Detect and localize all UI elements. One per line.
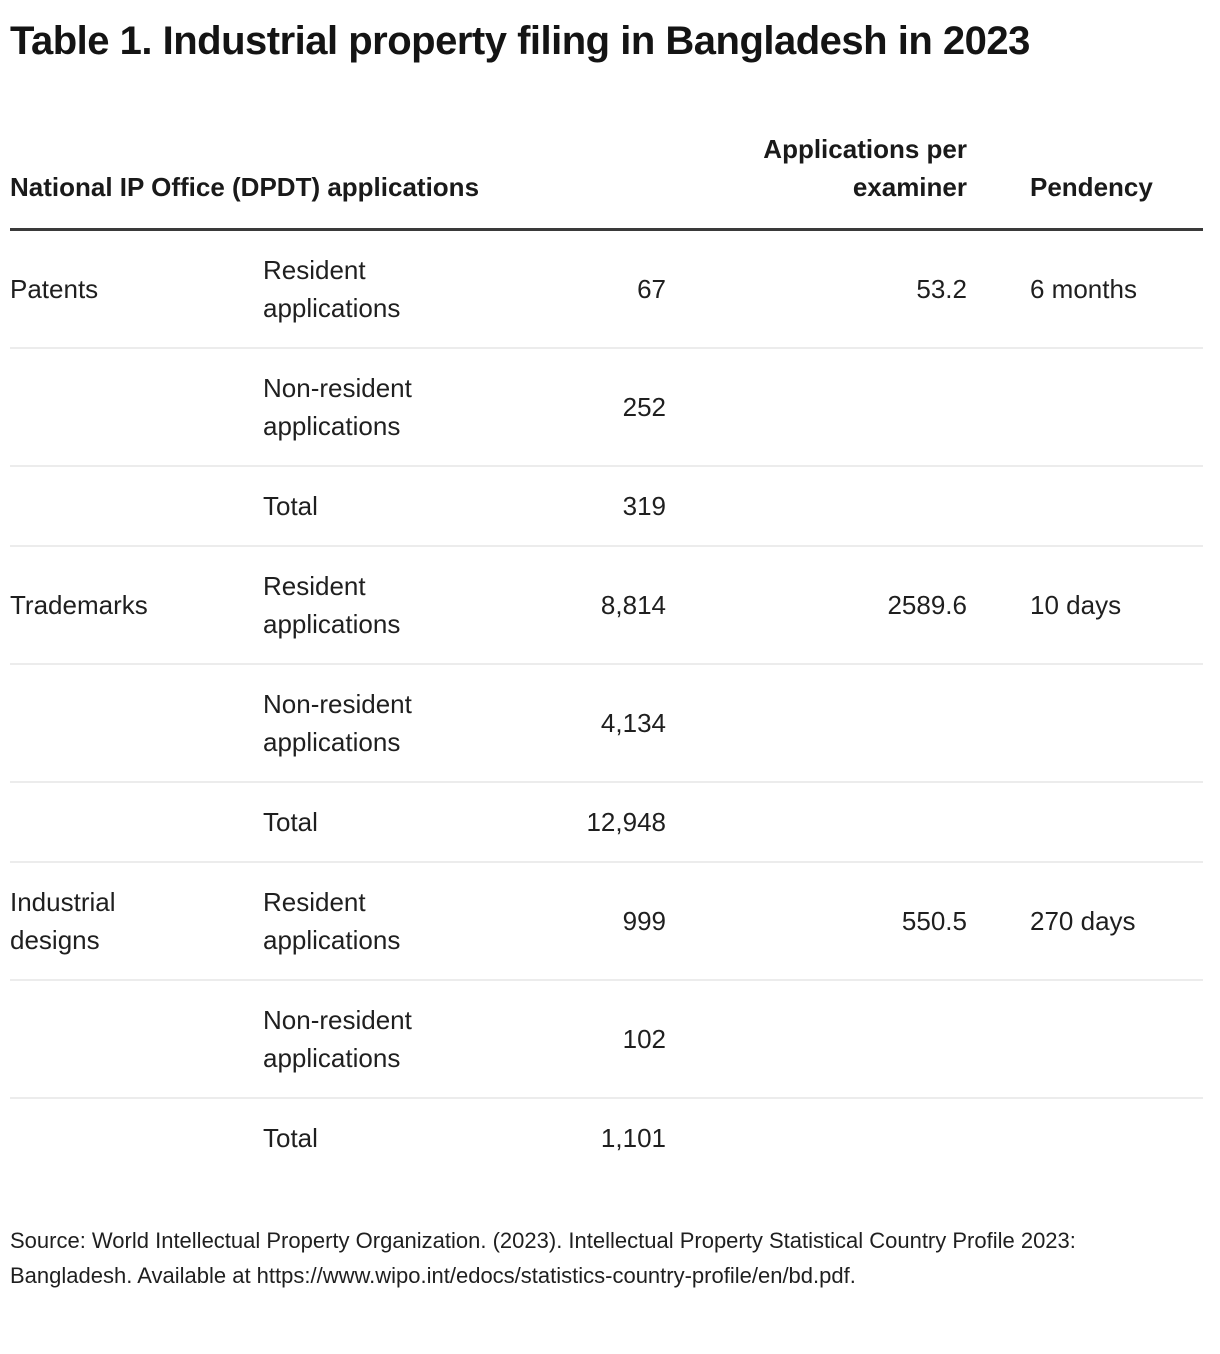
application-type-label: Non-resident applications: [263, 689, 412, 757]
table-row-designs-total: Total 1,101: [10, 1097, 1203, 1177]
source-note: Source: World Intellectual Property Orga…: [10, 1228, 1076, 1288]
table-row-designs-resident: Industrial designs Resident applications…: [10, 861, 1203, 980]
table-header: National IP Office (DPDT) applications A…: [10, 68, 1203, 231]
application-type-label: Total: [263, 807, 318, 837]
pendency-value: [967, 1097, 1203, 1177]
category-label: Patents: [10, 274, 99, 304]
table-row-patents-nonresident: Non-resident applications 252: [10, 347, 1203, 466]
application-type-label: Resident applications: [263, 255, 401, 323]
pendency-value: 10 days: [967, 545, 1203, 664]
per-examiner-value: 550.5: [666, 861, 967, 980]
pendency-value: [967, 347, 1203, 466]
applications-count: 4,134: [513, 663, 666, 782]
category-label: Industrial designs: [10, 887, 116, 955]
page-title: Table 1. Industrial property filing in B…: [10, 19, 1030, 63]
column-header-national-ip-office: National IP Office (DPDT) applications: [10, 68, 666, 231]
column-header-pendency: Pendency: [967, 68, 1203, 231]
pendency-value: [967, 465, 1203, 546]
application-type-label: Resident applications: [263, 887, 401, 955]
applications-count: 319: [513, 465, 666, 546]
applications-count: 12,948: [513, 781, 666, 862]
table-body: Patents Resident applications 67 53.2 6 …: [10, 230, 1203, 1177]
table-row-patents-total: Total 319: [10, 465, 1203, 546]
table-header-row: National IP Office (DPDT) applications A…: [10, 68, 1203, 231]
pendency-value: [967, 663, 1203, 782]
application-type-label: Total: [263, 1123, 318, 1153]
table-row-trademarks-resident: Trademarks Resident applications 8,814 2…: [10, 545, 1203, 664]
per-examiner-value: 53.2: [916, 274, 967, 304]
pendency-value: 270 days: [967, 861, 1203, 980]
industrial-property-filing-table: National IP Office (DPDT) applications A…: [10, 68, 1203, 1177]
table-row-trademarks-nonresident: Non-resident applications 4,134: [10, 663, 1203, 782]
pendency-value: [967, 781, 1203, 862]
column-header-applications-per-examiner: Applications per examiner: [666, 68, 967, 231]
application-type-label: Non-resident applications: [263, 373, 412, 441]
applications-count: 8,814: [513, 545, 666, 664]
applications-count: 999: [513, 861, 666, 980]
table-row-patents-resident: Patents Resident applications 67 53.2 6 …: [10, 230, 1203, 349]
applications-count: 67: [637, 274, 666, 304]
per-examiner-value: [666, 1097, 967, 1177]
per-examiner-value: 2589.6: [666, 545, 967, 664]
table-row-trademarks-total: Total 12,948: [10, 781, 1203, 862]
application-type-label: Non-resident applications: [263, 1005, 412, 1073]
per-examiner-value: [666, 781, 967, 862]
page: Table 1. Industrial property filing in B…: [10, 19, 1203, 1288]
per-examiner-value: [666, 663, 967, 782]
applications-count: 252: [513, 347, 666, 466]
table-row-designs-nonresident: Non-resident applications 102: [10, 979, 1203, 1098]
applications-count: 102: [513, 979, 666, 1098]
category-label: Trademarks: [10, 590, 148, 620]
pendency-value: [967, 979, 1203, 1098]
application-type-label: Resident applications: [263, 571, 401, 639]
application-type-label: Total: [263, 491, 318, 521]
applications-count: 1,101: [513, 1097, 666, 1177]
per-examiner-value: [666, 979, 967, 1098]
per-examiner-value: [666, 347, 967, 466]
per-examiner-value: [666, 465, 967, 546]
pendency-value: 6 months: [1030, 274, 1137, 304]
